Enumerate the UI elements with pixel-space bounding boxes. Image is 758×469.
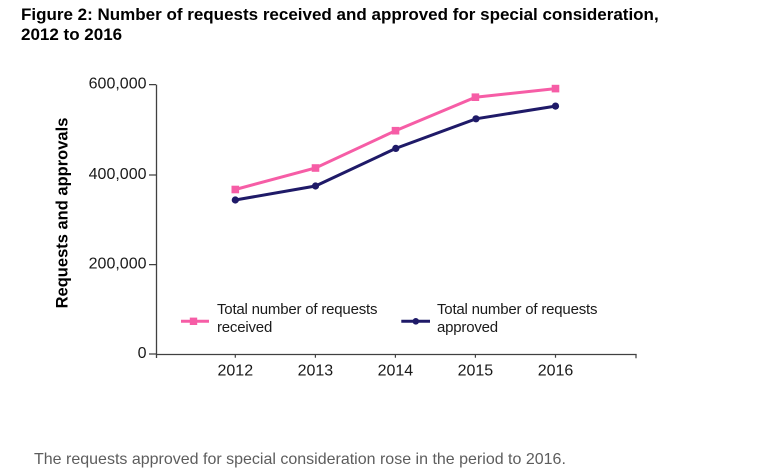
svg-text:2013: 2013 bbox=[298, 362, 334, 379]
svg-text:2014: 2014 bbox=[378, 362, 414, 379]
svg-text:2016: 2016 bbox=[538, 362, 574, 379]
svg-text:2015: 2015 bbox=[458, 362, 494, 379]
svg-text:2012: 2012 bbox=[218, 362, 254, 379]
svg-text:600,000: 600,000 bbox=[89, 76, 147, 93]
svg-text:400,000: 400,000 bbox=[89, 166, 147, 183]
svg-text:0: 0 bbox=[138, 345, 147, 362]
svg-text:Requests and approvals: Requests and approvals bbox=[54, 118, 72, 309]
svg-text:200,000: 200,000 bbox=[89, 256, 147, 273]
